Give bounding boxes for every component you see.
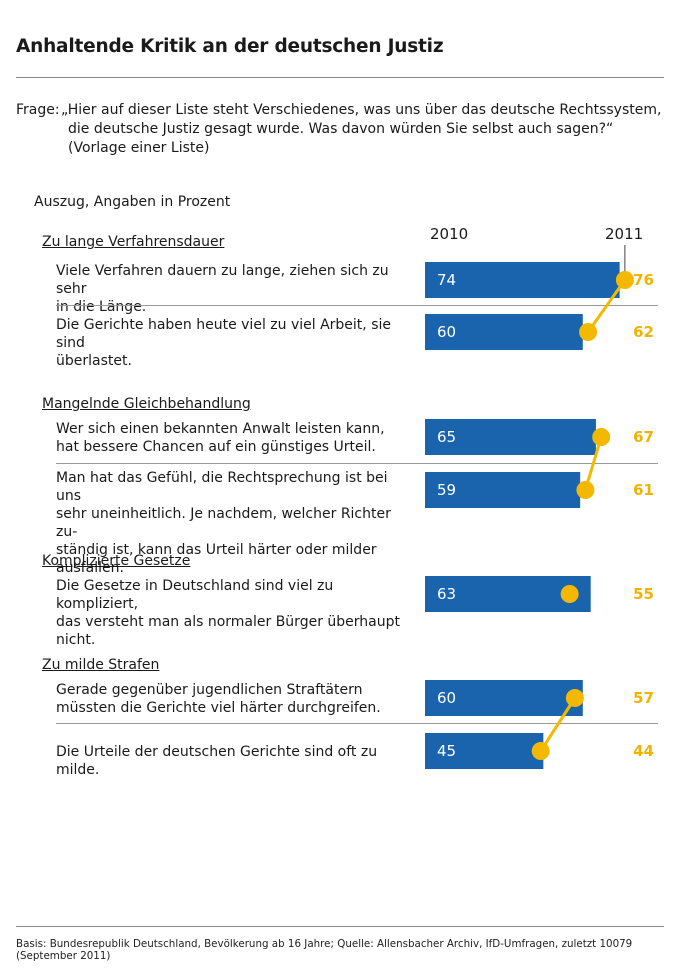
row-separator: [56, 305, 658, 306]
bar-value-2010-3: 65: [437, 428, 456, 446]
question-prefix: Frage:: [16, 102, 60, 118]
value-label-2011-3: 67: [633, 428, 654, 446]
year-label-2010: 2010: [430, 225, 469, 243]
connector-2011: [583, 436, 603, 491]
dot-2011-5: [560, 585, 579, 603]
connector-2011: [586, 279, 627, 333]
group-title-strafen: Zu milde Strafen: [42, 657, 160, 673]
statement-6-line-2: müssten die Gerichte viel härter durchgr…: [56, 700, 381, 716]
question-line-2: die deutsche Justiz gesagt wurde. Was da…: [68, 121, 614, 137]
question-line-3: (Vorlage einer Liste): [68, 140, 210, 156]
statement-6: Gerade gegenüber jugendlichen Straftäter…: [56, 681, 406, 717]
statement-3: Wer sich einen bekannten Anwalt leisten …: [56, 420, 406, 456]
statement-3-line-1: Wer sich einen bekannten Anwalt leisten …: [56, 421, 385, 437]
statement-3-line-2: hat bessere Chancen auf ein günstiges Ur…: [56, 439, 376, 455]
subtitle: Auszug, Angaben in Prozent: [34, 194, 231, 210]
footnote: Basis: Bundesrepublik Deutschland, Bevöl…: [16, 938, 633, 962]
connector-2011: [539, 697, 577, 752]
bar-value-2010-5: 63: [437, 585, 456, 603]
statement-2: Die Gerichte haben heute viel zu viel Ar…: [56, 316, 406, 370]
dot-2011-4: [576, 481, 595, 499]
bar-value-2010-4: 59: [437, 481, 456, 499]
statement-4: Man hat das Gefühl, die Rechtsprechung i…: [56, 469, 406, 577]
value-label-2011-4: 61: [633, 481, 654, 499]
statement-1-line-1: Viele Verfahren dauern zu lange, ziehen …: [56, 263, 389, 297]
bar-value-2010-6: 60: [437, 689, 456, 707]
statement-1-line-2: in die Länge.: [56, 299, 147, 315]
statement-4-line-3: ständig ist, kann das Urteil härter oder…: [56, 542, 377, 576]
dot-2011-2: [579, 323, 598, 341]
bar-2010-3: [425, 419, 596, 455]
statement-7: Die Urteile der deutschen Gerichte sind …: [56, 743, 406, 779]
value-label-2011-6: 57: [633, 689, 654, 707]
dot-2011-3: [592, 428, 611, 446]
bar-value-2010-2: 60: [437, 323, 456, 341]
question-line-1: „Hier auf dieser Liste steht Verschieden…: [61, 102, 662, 118]
bar-2010-7: [425, 733, 544, 769]
value-label-2011-5: 55: [633, 585, 654, 603]
dot-2011-7: [531, 742, 550, 760]
statement-1: Viele Verfahren dauern zu lange, ziehen …: [56, 262, 406, 316]
value-label-2011-7: 44: [633, 742, 654, 760]
chart-title: Anhaltende Kritik an der deutschen Justi…: [16, 36, 444, 57]
group-title-verfahrensdauer: Zu lange Verfahrensdauer: [42, 234, 225, 250]
statement-7-line-1: Die Urteile der deutschen Gerichte sind …: [56, 744, 378, 778]
year-label-2011: 2011: [605, 225, 644, 243]
bar-value-2010-7: 45: [437, 742, 456, 760]
statement-4-line-1: Man hat das Gefühl, die Rechtsprechung i…: [56, 470, 388, 504]
value-label-2011-1: 76: [633, 271, 654, 289]
bar-2010-1: [425, 262, 620, 298]
group-title-gesetze: Komplizierte Gesetze: [42, 553, 191, 569]
row-separator: [56, 723, 658, 724]
statement-5: Die Gesetze in Deutschland sind viel zu …: [56, 577, 406, 649]
statement-5-line-2: das versteht man als normaler Bürger übe…: [56, 614, 400, 648]
statement-6-line-1: Gerade gegenüber jugendlichen Straftäter…: [56, 682, 363, 698]
dot-2011-6: [565, 689, 584, 707]
bar-2010-4: [425, 472, 581, 508]
statement-4-line-2: sehr uneinheitlich. Je nachdem, welcher …: [56, 506, 391, 540]
group-title-gleichbehandlung: Mangelnde Gleichbehandlung: [42, 396, 251, 412]
statement-5-line-1: Die Gesetze in Deutschland sind viel zu …: [56, 578, 334, 612]
title-rule: [16, 77, 664, 78]
row-separator: [56, 463, 658, 464]
statement-2-line-2: überlastet.: [56, 353, 132, 369]
bar-2010-2: [425, 314, 583, 350]
statement-2-line-1: Die Gerichte haben heute viel zu viel Ar…: [56, 317, 391, 351]
value-label-2011-2: 62: [633, 323, 654, 341]
bar-2010-6: [425, 680, 583, 716]
dot-2011-1: [615, 271, 634, 289]
bar-value-2010-1: 74: [437, 271, 456, 289]
footnote-rule: [16, 926, 664, 927]
